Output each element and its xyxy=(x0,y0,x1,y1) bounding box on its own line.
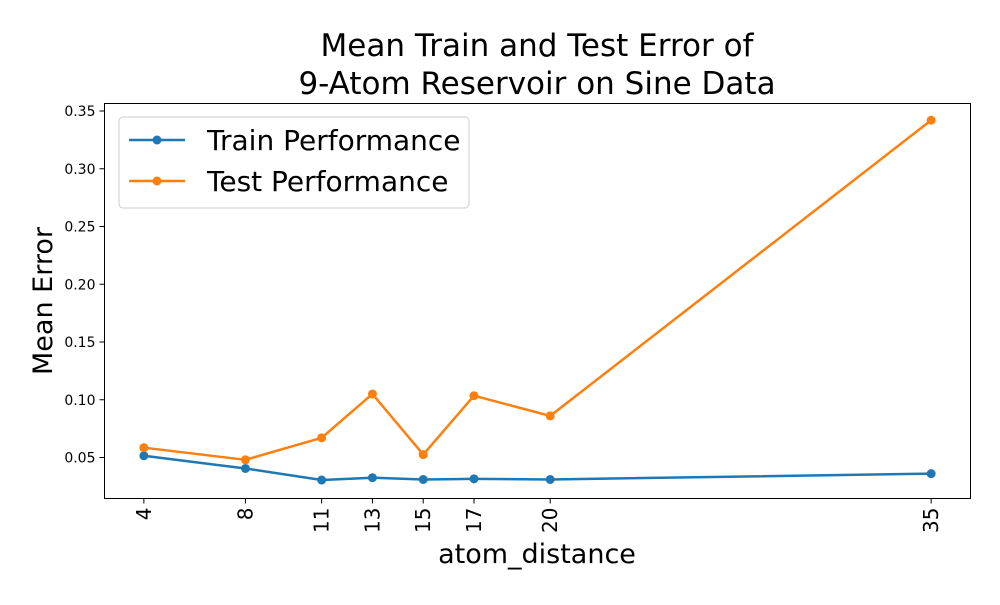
data-point-train-performance xyxy=(926,469,936,479)
x-tick-label: 11 xyxy=(310,508,334,533)
y-tick-label: 0.15 xyxy=(64,335,95,351)
y-axis-label: Mean Error xyxy=(28,226,59,375)
data-point-test-performance xyxy=(545,411,555,421)
plot-frame xyxy=(104,103,971,499)
x-axis: 4 8 11 13 15 17 20 35 xyxy=(132,498,943,533)
chart-title-line-1: Mean Train and Test Error of xyxy=(321,28,755,64)
x-tick-label: 8 xyxy=(233,508,257,521)
series-layer xyxy=(139,115,936,485)
y-tick-label: 0.25 xyxy=(64,220,95,236)
y-tick-label: 0.10 xyxy=(64,393,95,409)
data-point-test-performance xyxy=(317,433,327,443)
x-tick-label: 35 xyxy=(919,508,943,533)
y-tick-label: 0.20 xyxy=(64,277,95,293)
data-point-test-performance xyxy=(139,443,149,453)
y-tick-label: 0.35 xyxy=(64,104,95,120)
y-axis: 0.05 0.10 0.15 0.20 0.25 0.30 0.35 xyxy=(64,104,105,466)
data-point-train-performance xyxy=(418,474,428,484)
x-axis-label: atom_distance xyxy=(438,539,636,570)
data-point-train-performance xyxy=(367,473,377,483)
x-tick-label: 13 xyxy=(360,508,384,533)
x-tick-label: 17 xyxy=(462,508,486,533)
x-tick-label: 20 xyxy=(538,508,562,533)
series-line-train-performance xyxy=(142,454,933,482)
data-point-train-performance xyxy=(469,474,479,484)
legend-label-train: Train Performance xyxy=(206,124,461,157)
x-tick-label: 15 xyxy=(411,508,435,533)
chart-title-line-2: 9-Atom Reservoir on Sine Data xyxy=(298,66,775,102)
legend-label-test: Test Performance xyxy=(206,165,448,198)
data-point-train-performance xyxy=(545,474,555,484)
data-point-train-performance xyxy=(240,463,250,473)
x-tick-label: 4 xyxy=(132,508,156,521)
legend-marker-test xyxy=(152,176,162,186)
legend-marker-train xyxy=(152,135,162,145)
data-point-test-performance xyxy=(367,389,377,399)
data-point-train-performance xyxy=(317,475,327,485)
legend: Train Performance Test Performance xyxy=(118,116,470,209)
series-line-test-performance xyxy=(142,119,933,462)
y-tick-label: 0.05 xyxy=(64,450,95,466)
data-point-test-performance xyxy=(926,115,936,125)
data-point-train-performance xyxy=(139,451,149,461)
data-point-test-performance xyxy=(469,391,479,401)
data-point-test-performance xyxy=(240,455,250,465)
data-point-test-performance xyxy=(418,450,428,460)
legend-box xyxy=(118,116,470,209)
y-tick-label: 0.30 xyxy=(64,162,95,178)
